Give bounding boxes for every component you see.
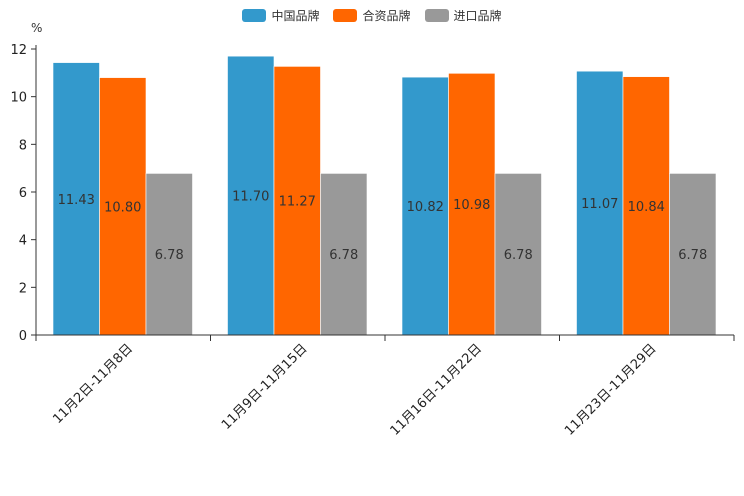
y-tick-label-6: 12 xyxy=(10,43,27,58)
data-label-0-1: 11.70 xyxy=(232,190,269,205)
y-tick-label-4: 8 xyxy=(19,138,27,153)
data-label-2-0: 6.78 xyxy=(155,248,184,263)
x-tick-label-0: 11月2日-11月8日 xyxy=(50,341,136,427)
legend-swatch-china-brand xyxy=(242,9,267,22)
data-label-2-3: 6.78 xyxy=(678,248,707,263)
bar-1-0 xyxy=(99,77,147,336)
x-tick-label-2: 11月16日-11月22日 xyxy=(388,341,485,438)
data-label-1-0: 10.80 xyxy=(104,200,141,215)
legend-swatch-import-brand xyxy=(424,9,449,22)
y-tick-label-2: 4 xyxy=(19,234,27,249)
bar-1-1 xyxy=(273,66,321,336)
legend-swatch-joint-venture-brand xyxy=(333,9,358,22)
bar-0-1 xyxy=(227,55,275,336)
bar-2-2 xyxy=(494,173,542,336)
data-label-1-2: 10.98 xyxy=(453,198,490,213)
data-label-0-0: 11.43 xyxy=(58,193,95,208)
data-label-2-1: 6.78 xyxy=(329,248,358,263)
y-axis-unit: % xyxy=(31,21,43,35)
bar-0-3 xyxy=(576,70,624,336)
data-label-1-1: 11.27 xyxy=(279,195,316,210)
legend-label-joint-venture-brand: 合资品牌 xyxy=(362,9,411,23)
legend-item-china-brand[interactable]: 中国品牌 xyxy=(242,7,319,24)
legend-item-joint-venture-brand[interactable]: 合资品牌 xyxy=(333,7,411,24)
x-tick-label-3: 11月23日-11月29日 xyxy=(562,341,659,438)
data-label-0-2: 10.82 xyxy=(407,200,444,215)
y-tick-label-3: 6 xyxy=(19,186,27,201)
legend-item-import-brand[interactable]: 进口品牌 xyxy=(424,7,502,24)
bar-0-2 xyxy=(401,76,449,336)
legend-label-import-brand: 进口品牌 xyxy=(453,9,502,23)
bar-2-1 xyxy=(320,173,368,336)
x-tick-label-1: 11月9日-11月15日 xyxy=(219,341,311,433)
y-tick-label-0: 0 xyxy=(19,329,27,344)
legend-label-china-brand: 中国品牌 xyxy=(271,9,320,23)
y-tick-label-5: 10 xyxy=(10,91,27,106)
data-label-2-2: 6.78 xyxy=(504,248,533,263)
data-label-1-3: 10.84 xyxy=(628,200,665,215)
data-label-0-3: 11.07 xyxy=(581,197,618,212)
y-tick-label-1: 2 xyxy=(19,281,27,296)
bar-1-2 xyxy=(448,73,496,336)
legend: 中国品牌 合资品牌 进口品牌 xyxy=(0,7,744,24)
bar-2-0 xyxy=(145,173,193,336)
bar-2-3 xyxy=(669,173,717,336)
